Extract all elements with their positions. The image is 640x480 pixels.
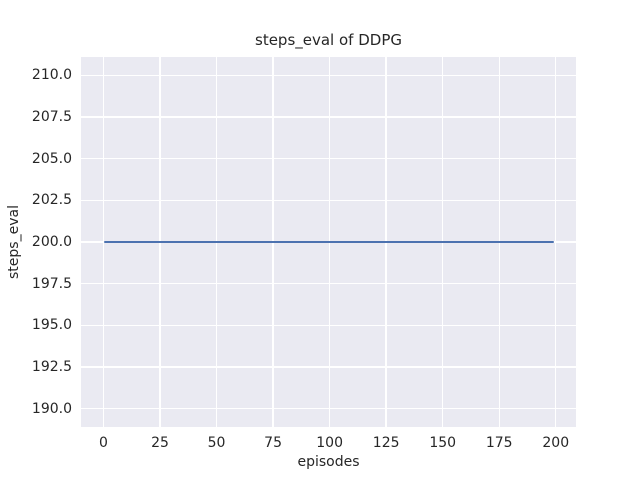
x-tick-label: 25 [151,435,169,451]
x-tick-label: 50 [207,435,226,451]
x-tick-label: 125 [372,435,400,451]
x-tick-label: 200 [542,435,570,451]
gridline-horizontal [81,74,576,77]
gridline-horizontal [81,366,576,368]
x-tick-label: 150 [429,435,457,451]
y-tick-label: 192.5 [31,359,72,375]
gridline-horizontal [81,116,576,118]
data-line-ddpg [103,241,554,243]
x-tick-label: 0 [99,435,108,451]
gridline-vertical [555,57,557,427]
y-tick-label: 195.0 [31,317,72,334]
y-tick-label: 197.5 [31,275,72,292]
x-tick-label: 175 [485,435,513,451]
x-axis-label: episodes [297,454,360,470]
y-tick-label: 210.0 [31,67,72,84]
gridline-horizontal [81,407,576,410]
y-tick-label: 205.0 [31,150,72,167]
gridline-horizontal [81,199,576,202]
gridline-horizontal [81,157,576,160]
gridline-horizontal [81,324,576,327]
y-tick-label: 200.0 [31,234,72,250]
gridline-horizontal [81,282,576,285]
x-tick-label: 75 [264,435,282,451]
y-tick-label: 190.0 [31,400,72,417]
x-tick-label: 100 [316,435,343,451]
y-tick-label: 202.5 [31,192,72,209]
chart-title: steps_eval of DDPG [255,31,402,49]
y-tick-label: 207.5 [31,109,72,125]
plot-area [81,57,576,427]
gridline-vertical [102,57,105,427]
